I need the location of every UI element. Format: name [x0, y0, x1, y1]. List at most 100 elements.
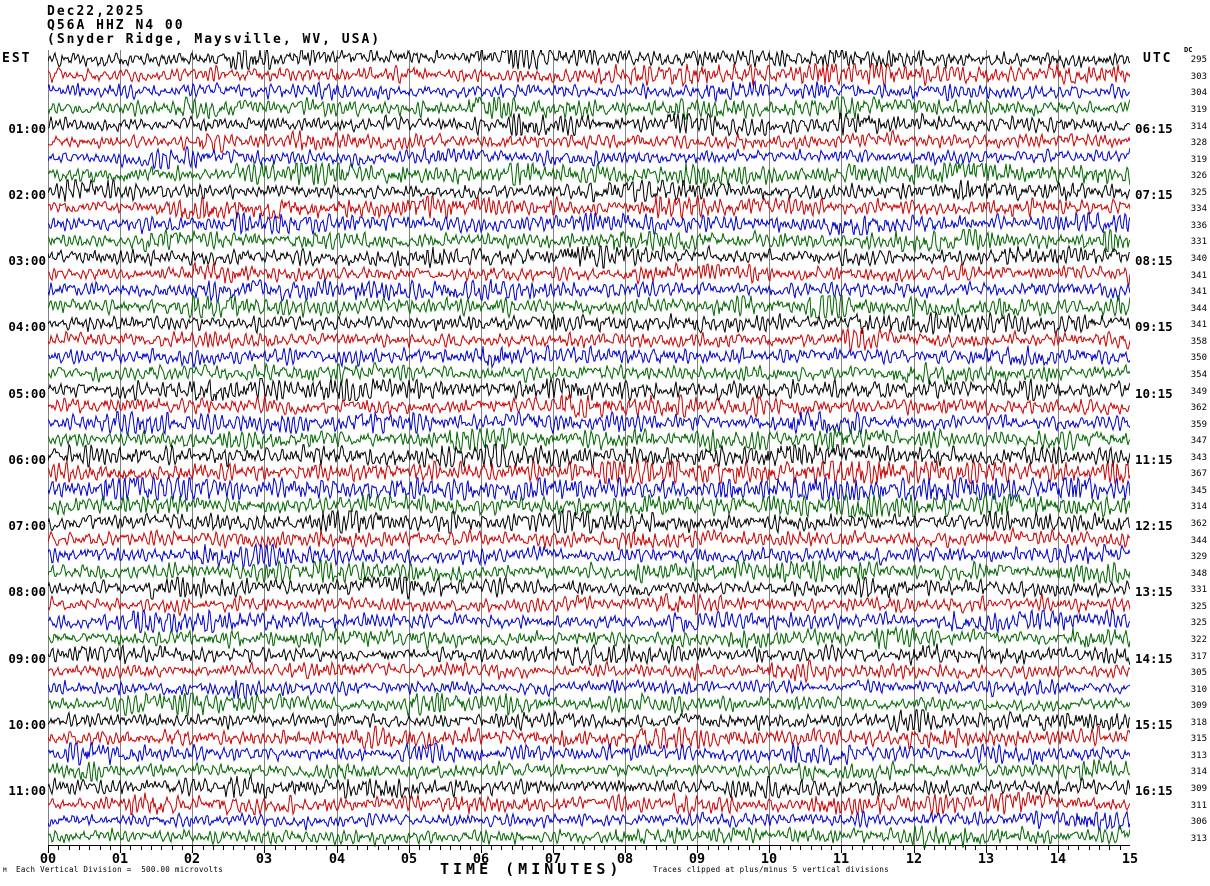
seismogram-trace-row-40 [48, 691, 1130, 717]
seismogram-trace-row-4 [48, 95, 1130, 120]
dc-offset-row-41: 318 [1190, 718, 1207, 728]
dc-offset-row-32: 348 [1190, 569, 1207, 579]
seismogram-trace-row-45 [48, 775, 1130, 800]
dc-offset-row-47: 306 [1190, 817, 1207, 827]
dc-offset-row-18: 358 [1190, 337, 1207, 347]
dc-offset-row-6: 328 [1190, 138, 1207, 148]
seismogram-trace-row-29 [48, 509, 1130, 535]
seismogram-trace-row-46 [48, 792, 1130, 817]
utc-hour-label-1415: 14:15 [1135, 651, 1173, 666]
seismogram-trace-row-8 [48, 161, 1130, 188]
seismogram-trace-row-48 [48, 825, 1130, 849]
seismogram-trace-row-27 [48, 475, 1130, 502]
seismogram-trace-row-22 [48, 393, 1130, 419]
seismogram-trace-row-33 [48, 575, 1130, 600]
dc-offset-row-23: 359 [1190, 420, 1207, 430]
seismogram-trace-row-16 [48, 294, 1130, 320]
dc-offset-row-30: 344 [1190, 536, 1207, 546]
est-hour-label-0300: 03:00 [8, 253, 46, 268]
seismogram-trace-row-1 [48, 50, 1130, 72]
seismogram-trace-row-44 [48, 759, 1130, 784]
seismogram-trace-row-19 [48, 344, 1130, 370]
x-tick-label-03: 03 [255, 851, 273, 867]
utc-hour-label-1615: 16:15 [1135, 783, 1173, 798]
est-hour-label-0600: 06:00 [8, 452, 46, 467]
est-hour-label-0900: 09:00 [8, 651, 46, 666]
dc-offset-row-13: 340 [1190, 254, 1207, 264]
seismogram-trace-row-20 [48, 361, 1130, 385]
est-hour-label-0100: 01:00 [8, 121, 46, 136]
dc-offset-row-7: 319 [1190, 155, 1207, 165]
dc-offset-row-1: 295 [1190, 55, 1207, 65]
x-tick-label-05: 05 [400, 851, 418, 867]
dc-offset-row-19: 350 [1190, 353, 1207, 363]
est-hour-label-1100: 11:00 [8, 783, 46, 798]
est-hour-label-0400: 04:00 [8, 319, 46, 334]
seismogram-trace-row-42 [48, 725, 1130, 751]
dc-offset-row-39: 310 [1190, 685, 1207, 695]
seismogram-trace-row-47 [48, 810, 1130, 832]
utc-hour-label-0815: 08:15 [1135, 253, 1173, 268]
seismogram-trace-row-32 [48, 558, 1130, 585]
seismogram-trace-row-41 [48, 709, 1130, 734]
dc-offset-row-16: 344 [1190, 304, 1207, 314]
dc-offset-row-22: 362 [1190, 403, 1207, 413]
dc-offset-row-40: 309 [1190, 701, 1207, 711]
seismogram-plot [48, 50, 1130, 853]
seismogram-trace-row-6 [48, 129, 1130, 154]
dc-offset-row-5: 314 [1190, 122, 1207, 132]
scale-note: Each Vertical Division = 500.00 microvol… [16, 865, 224, 874]
dc-offset-row-10: 334 [1190, 204, 1207, 214]
seismogram-trace-row-15 [48, 277, 1130, 303]
seismogram-trace-row-21 [48, 376, 1130, 402]
dc-offset-row-37: 317 [1190, 652, 1207, 662]
seismogram-trace-row-39 [48, 678, 1130, 700]
est-hour-label-0500: 05:00 [8, 386, 46, 401]
seismogram-trace-row-13 [48, 244, 1130, 269]
seismogram-trace-row-35 [48, 608, 1130, 634]
seismogram-trace-row-12 [48, 228, 1130, 254]
x-tick-label-14: 14 [1049, 851, 1067, 867]
seismogram-trace-row-7 [48, 145, 1130, 171]
dc-offset-row-15: 341 [1190, 287, 1207, 297]
seismogram-trace-row-31 [48, 542, 1130, 569]
x-tick-label-00: 00 [39, 851, 57, 867]
dc-offset-row-42: 315 [1190, 734, 1207, 744]
x-tick-label-09: 09 [688, 851, 706, 867]
seismogram-trace-row-37 [48, 643, 1130, 667]
x-tick-label-10: 10 [760, 851, 778, 867]
dc-offset-row-46: 311 [1190, 801, 1207, 811]
seismogram-trace-row-9 [48, 178, 1130, 204]
seismogram-trace-row-14 [48, 260, 1130, 286]
est-hour-label-0200: 02:00 [8, 187, 46, 202]
utc-hour-label-0915: 09:15 [1135, 319, 1173, 334]
seismogram-trace-row-38 [48, 659, 1130, 684]
dc-offset-row-21: 349 [1190, 387, 1207, 397]
dc-offset-row-29: 362 [1190, 519, 1207, 529]
dc-column-header: DC [1184, 46, 1193, 54]
utc-hour-label-1315: 13:15 [1135, 584, 1173, 599]
est-hour-label-0800: 08:00 [8, 584, 46, 599]
dc-offset-row-38: 305 [1190, 668, 1207, 678]
dc-offset-row-24: 347 [1190, 436, 1207, 446]
utc-hour-label-1115: 11:15 [1135, 452, 1173, 467]
utc-hour-label-1515: 15:15 [1135, 717, 1173, 732]
seismogram-trace-row-2 [48, 62, 1130, 88]
seismogram-trace-row-5 [48, 112, 1130, 137]
dc-offset-row-8: 326 [1190, 171, 1207, 181]
dc-offset-row-4: 319 [1190, 105, 1207, 115]
title-date: Dec22,2025 [47, 4, 146, 19]
x-tick-label-15: 15 [1121, 851, 1139, 867]
utc-hour-label-1215: 12:15 [1135, 518, 1173, 533]
dc-offset-row-12: 331 [1190, 237, 1207, 247]
left-timezone-label: EST [2, 51, 32, 66]
est-hour-label-0700: 07:00 [8, 518, 46, 533]
utc-hour-label-0715: 07:15 [1135, 187, 1173, 202]
seismogram-trace-row-17 [48, 310, 1130, 336]
dc-offset-row-28: 314 [1190, 502, 1207, 512]
dc-offset-row-45: 309 [1190, 784, 1207, 794]
dc-offset-row-11: 336 [1190, 221, 1207, 231]
title-station: Q56A HHZ N4 00 [47, 18, 185, 33]
dc-offset-row-48: 313 [1190, 834, 1207, 844]
seismogram-trace-row-28 [48, 493, 1130, 518]
